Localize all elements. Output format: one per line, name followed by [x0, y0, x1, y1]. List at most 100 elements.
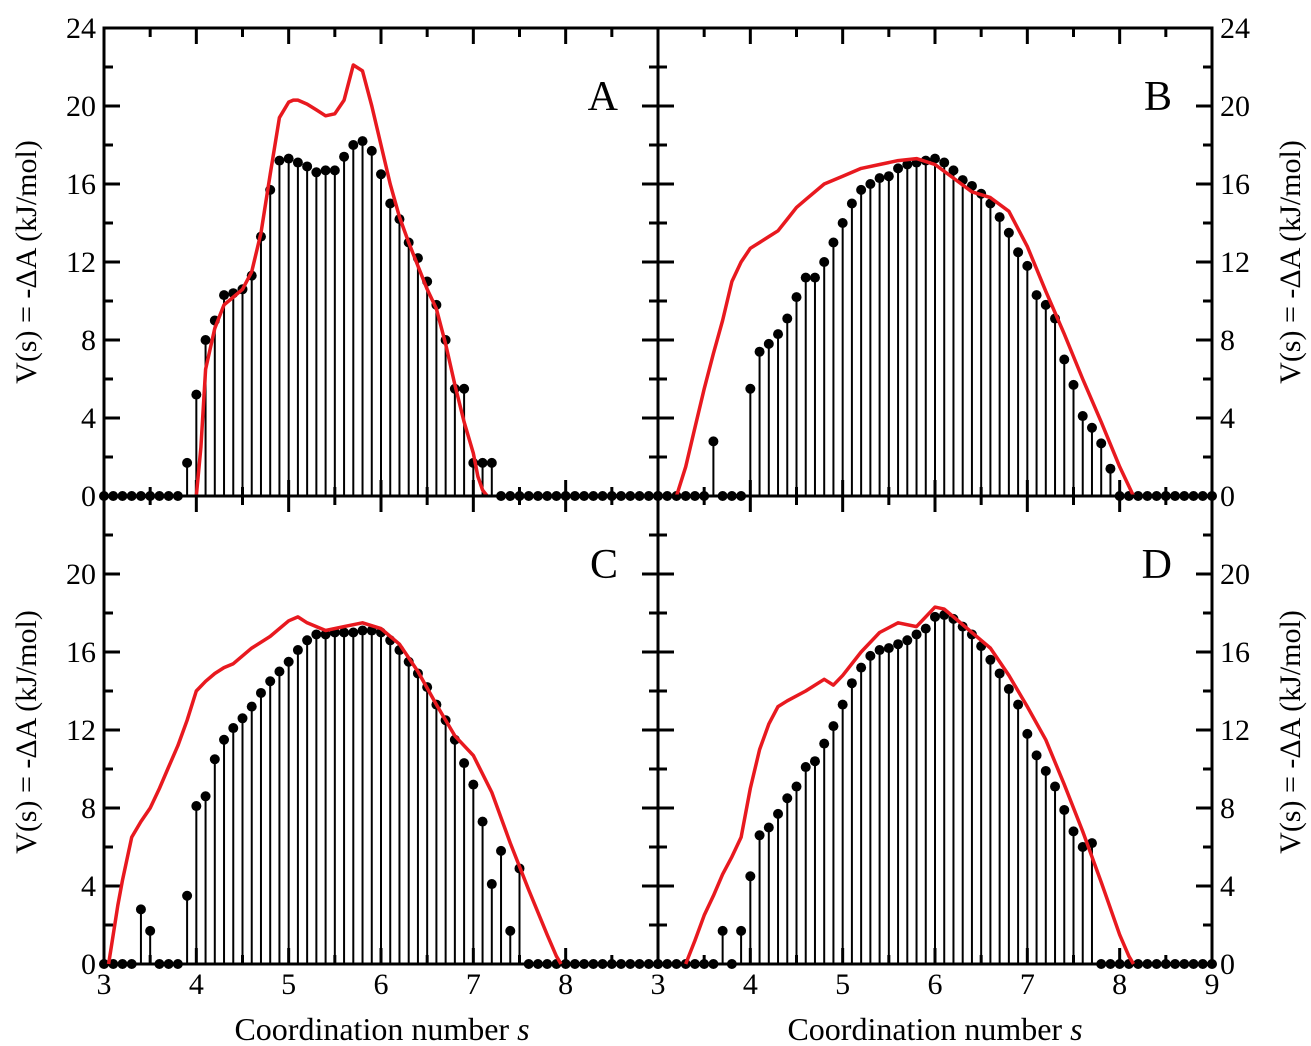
panel-A: 0 4 8 12 16 20 24 A [66, 12, 663, 513]
panel-c-stem-point [182, 890, 193, 901]
panel-a-stem-point [339, 151, 350, 162]
panel-a-stem-point [302, 161, 313, 172]
panel-c-stem-point [302, 635, 313, 646]
panel-b-stem-point [1003, 227, 1014, 238]
panel-b-stem-point [846, 198, 857, 209]
panel-c-stem-point [283, 656, 294, 667]
panel-a-stem-point [274, 155, 285, 166]
panel-d-stem-point [930, 611, 940, 622]
panel-b-stem-point [1096, 438, 1107, 449]
panel-d-stem-point [717, 925, 728, 936]
panel-a-y-tick-label: 12 [66, 246, 96, 279]
panel-d-stem-point [782, 793, 793, 804]
panel-d-stem-point [1188, 959, 1199, 969]
panel-b-stem-point [800, 272, 811, 283]
panel-b-stem-point [754, 346, 765, 357]
panel-c-stem-point [191, 801, 202, 812]
panel-d-stem-point [809, 756, 820, 767]
panel-b-stem-point [1068, 379, 1079, 390]
panel-b-stem-point [1040, 299, 1051, 310]
panel-a-stem-point [182, 457, 193, 468]
panel-a-stem-point [486, 457, 497, 468]
panel-c-stem-point [468, 779, 479, 790]
panel-a-stem-point [376, 169, 386, 180]
panel-c-stem-point [145, 925, 156, 936]
panel-d-x-tick-label: 7 [1020, 968, 1035, 1001]
panel-a-stem-point [348, 140, 359, 150]
x-axis-label-right: Coordination number s [787, 1011, 1082, 1046]
panel-c-stem-point [579, 959, 590, 969]
panel-a-stem-series [99, 136, 663, 501]
panel-d-stem-point [699, 959, 710, 969]
panel-d-stem-point [1151, 959, 1162, 969]
panel-c-stem-point [606, 959, 617, 969]
panel-d-y-tick-label: 16 [1220, 636, 1250, 669]
panel-b-stem-point [1013, 247, 1024, 258]
panel-c-stem-point [560, 959, 571, 969]
panel-c-stem-point [265, 676, 276, 687]
panel-d-stem-point [1160, 959, 1171, 969]
panel-c-letter: C [590, 542, 618, 588]
panel-D: 0 4 8 12 16 20 3 4 5 6 7 8 9 D [651, 494, 1250, 1001]
panel-d-stem-point [763, 822, 774, 833]
panel-c-stem-point [569, 959, 580, 969]
panel-a-stem-point [366, 145, 377, 156]
panel-c-x-tick-label: 7 [466, 968, 481, 1001]
panel-c-stem-point [292, 645, 303, 656]
panel-a-y-tick-label: 24 [66, 12, 96, 45]
panel-c-stem-point [348, 627, 359, 638]
panel-b-letter: B [1144, 74, 1172, 120]
panel-c-stem-point [588, 959, 599, 969]
panel-c-x-tick-label: 6 [374, 968, 389, 1001]
panel-c-y-tick-label: 20 [66, 558, 96, 591]
panel-d-stem-point [837, 699, 848, 710]
panel-d-stem-point [726, 959, 737, 969]
panel-d-stem-point [671, 959, 682, 969]
panel-a-y-tick-label: 4 [81, 402, 96, 435]
panel-c-stem-point [496, 845, 507, 856]
panel-d-y-tick-label: 20 [1220, 558, 1250, 591]
panel-c-y-tick-label: 16 [66, 636, 96, 669]
panel-b-y-tick-label: 20 [1220, 90, 1250, 123]
panel-c-y-tick-label: 4 [81, 870, 96, 903]
panel-d-stem-point [1059, 804, 1070, 815]
panel-b-stem-point [773, 329, 784, 340]
panel-b-stem-point [809, 272, 820, 283]
panel-a-stem-point [477, 457, 488, 468]
panel-d-x-tick-label: 6 [928, 968, 943, 1001]
panel-a-stem-point [292, 157, 303, 168]
panel-a-curve [194, 63, 489, 498]
panel-c-curve [106, 615, 563, 965]
panel-d-stem-point [1142, 959, 1153, 969]
y-axis-label-bottom-left: V(s) = -ΔA (kJ/mol) [10, 610, 43, 854]
panel-a-letter: A [588, 74, 619, 120]
panel-c-stem-point [228, 723, 239, 734]
panel-b-stem-point [1031, 290, 1042, 301]
panel-c-stem-point [154, 959, 165, 969]
x-axis-label-right-prefix: Coordination number [787, 1011, 1070, 1046]
panel-b-curve [674, 156, 1136, 497]
panel-d-stem-point [920, 623, 931, 634]
panel-c-stem-point [505, 925, 516, 936]
panel-b-stem-point [883, 171, 894, 182]
panel-b-stem-point [708, 436, 719, 447]
panel-c-stem-point [126, 959, 137, 969]
x-axis-label-left-var: s [517, 1011, 529, 1046]
x-axis-label-left-prefix: Coordination number [234, 1011, 517, 1046]
panel-d-stem-point [1003, 684, 1014, 695]
panel-d-stem-point [791, 781, 802, 792]
panel-a-stem-point [311, 167, 322, 178]
panel-c-stem-point [274, 666, 285, 677]
panel-d-stem-point [819, 738, 830, 749]
panel-c-stem-point [339, 627, 350, 638]
panel-d-stem-point [754, 830, 765, 841]
panel-b-y-tick-label: 16 [1220, 168, 1250, 201]
panel-c-stem-point [523, 959, 534, 969]
panel-d-stem-point [865, 650, 876, 661]
panel-d-x-tick-label: 9 [1205, 968, 1220, 1001]
panel-c-stem-point [99, 959, 109, 969]
panel-c-stem-point [634, 959, 645, 969]
panel-c-stem-point [532, 959, 543, 969]
panel-c-stem-point [625, 959, 636, 969]
panel-a-y-tick-label: 20 [66, 90, 96, 123]
